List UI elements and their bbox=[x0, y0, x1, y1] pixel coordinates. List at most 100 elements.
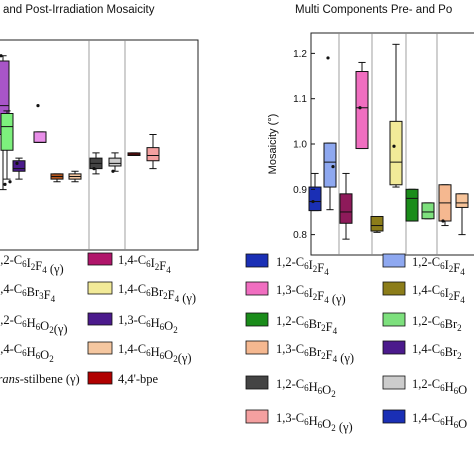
legend-right-item-10-swatch bbox=[382, 375, 406, 390]
legend-right-item-9: 1,2-C6H6O2 bbox=[245, 375, 336, 399]
legend-left-item-3: 1,4-C6Br3F4 bbox=[0, 282, 56, 304]
legend-left-item-6: 1,3-C6H6O2 bbox=[87, 312, 178, 335]
legend-right-item-7: 1,3-C6Br2F4 (γ) bbox=[245, 340, 354, 365]
legend-right-item-5: 1,2-C6Br2F4 bbox=[245, 312, 338, 336]
legend-right-item-2: 1,2-C6I2F4 bbox=[382, 253, 465, 277]
right-chart-title: Multi Components Pre- and Po bbox=[295, 4, 452, 16]
right-chart-box-5-body bbox=[370, 215, 384, 232]
right-chart-box-5 bbox=[370, 215, 384, 233]
right-chart-box-4-body bbox=[355, 71, 369, 150]
legend-left: 1,2-C6I2F4 (γ) 1,4-C6I2F4 1,4-C6Br3F4 1,4-C… bbox=[0, 252, 196, 386]
right-chart-box-10 bbox=[455, 193, 469, 236]
legend-right-item-9-swatch bbox=[245, 375, 269, 390]
right-chart-box-10-body bbox=[455, 193, 469, 208]
left-chart-title: and Post-Irradiation Mosaicity bbox=[3, 4, 155, 16]
right-chart-box-6-point-1 bbox=[392, 144, 396, 148]
legend-right-item-12: 1,4-C6H6O bbox=[382, 409, 467, 431]
legend-right-item-2-label: 1,2-C6I2F4 bbox=[412, 255, 465, 277]
right-y-tick-label-2: 1.1 bbox=[293, 94, 307, 105]
legend-right-item-7-label: 1,3-C6Br2F4 (γ) bbox=[276, 342, 354, 365]
right-chart-box-1-body bbox=[308, 186, 322, 212]
right-chart-box-6 bbox=[389, 43, 403, 188]
right-plot: 1.2 1.1 1.0 0.9 0.8 bbox=[293, 33, 469, 255]
right-chart-box-8 bbox=[421, 202, 435, 220]
legend-left-item-5: 1,2-C6H6O2(γ) bbox=[0, 313, 68, 336]
legend-left-item-1-label: 1,2-C6I2F4 (γ) bbox=[0, 253, 64, 276]
legend-left-item-2-swatch bbox=[87, 252, 113, 266]
right-chart-box-2-point-1 bbox=[326, 56, 330, 60]
legend-right-item-12-label: 1,4-C6H6O bbox=[412, 411, 467, 431]
right-chart-box-3-body bbox=[339, 193, 353, 224]
legend-right-item-3-swatch bbox=[245, 281, 269, 296]
left-chart-box-2-body bbox=[0, 113, 14, 151]
legend-right: 1,2-C6I2F4 1,2-C6I2F4 1,3-C6I2F4 (γ) 1,4-C6… bbox=[245, 253, 467, 434]
legend-right-item-6: 1,2-C6Br2 bbox=[382, 312, 462, 333]
left-chart-box-1-point-1 bbox=[0, 54, 3, 58]
right-chart-box-2 bbox=[323, 56, 337, 211]
right-chart-box-1-point-1 bbox=[311, 199, 315, 204]
right-chart-box-6-body bbox=[389, 120, 403, 186]
legend-right-item-4-label: 1,4-C6I2F4 bbox=[412, 283, 465, 305]
left-chart-box-5 bbox=[50, 173, 64, 183]
left-chart-box-8 bbox=[108, 152, 122, 173]
legend-left-item-6-label: 1,3-C6H6O2 bbox=[118, 313, 178, 335]
legend-left-item-9: trans-stilbene (γ) bbox=[0, 372, 80, 386]
legend-left-item-7-label: 1,4-C6H6O2 bbox=[0, 342, 54, 364]
legend-right-item-8-label: 1,4-C6Br2 bbox=[412, 342, 462, 361]
legend-right-item-5-swatch bbox=[245, 312, 269, 327]
left-chart-box-7-point-1 bbox=[92, 167, 96, 171]
legend-right-item-4-swatch bbox=[382, 281, 406, 296]
left-chart-box-3 bbox=[33, 104, 47, 143]
right-chart-box-7 bbox=[405, 188, 419, 222]
legend-left-item-4-label: 1,4-C6Br2F4 (γ) bbox=[118, 282, 196, 305]
legend-right-item-10: 1,2-C6H6O bbox=[382, 375, 467, 397]
left-chart-box-4-point-1 bbox=[15, 161, 19, 165]
left-chart-box-6 bbox=[68, 170, 82, 183]
left-chart-box-4-body bbox=[12, 160, 26, 172]
right-chart-box-7-body bbox=[405, 188, 419, 222]
legend-left-item-3-label: 1,4-C6Br3F4 bbox=[0, 282, 56, 304]
right-y-axis-label: Mosaicity (°) bbox=[267, 114, 279, 175]
legend-left-item-4-swatch bbox=[87, 281, 113, 295]
legend-right-item-4: 1,4-C6I2F4 bbox=[382, 281, 465, 305]
legend-left-item-8-swatch bbox=[87, 341, 113, 355]
right-chart-box-9-point-1 bbox=[441, 219, 445, 223]
legend-left-item-1: 1,2-C6I2F4 (γ) bbox=[0, 253, 64, 276]
legend-right-item-11-swatch bbox=[245, 409, 269, 424]
legend-left-item-10-swatch bbox=[87, 371, 113, 385]
legend-right-item-3: 1,3-C6I2F4 (γ) bbox=[245, 281, 346, 306]
right-y-tick-label-4: 0.9 bbox=[293, 185, 307, 196]
legend-right-item-8-swatch bbox=[382, 340, 406, 355]
legend-left-item-6-swatch bbox=[87, 312, 113, 326]
legend-left-item-8-label: 1,4-C6H6O2(γ) bbox=[118, 342, 192, 365]
left-chart-box-8-point-1 bbox=[111, 169, 115, 173]
legend-right-item-7-swatch bbox=[245, 340, 269, 355]
right-chart-box-2-body bbox=[323, 142, 337, 188]
legend-left-item-4: 1,4-C6Br2F4 (γ) bbox=[87, 281, 196, 305]
legend-right-item-2-swatch bbox=[382, 253, 406, 268]
right-chart-box-4-point-1 bbox=[358, 106, 362, 110]
legend-right-item-11: 1,3-C6H6O2 (γ) bbox=[245, 409, 353, 434]
left-chart-box-3-point-1 bbox=[36, 104, 40, 108]
legend-right-item-1: 1,2-C6I2F4 bbox=[245, 253, 329, 277]
left-chart-box-4 bbox=[12, 157, 26, 180]
left-chart-box-2-point-1 bbox=[3, 182, 7, 186]
legend-left-item-2: 1,4-C6I2F4 bbox=[87, 252, 171, 275]
left-chart-box-2 bbox=[0, 110, 14, 186]
right-chart-box-8-body bbox=[421, 202, 435, 220]
left-chart-box-8-body bbox=[108, 157, 122, 167]
legend-left-item-8: 1,4-C6H6O2(γ) bbox=[87, 341, 192, 365]
legend-left-item-9-label: trans-stilbene (γ) bbox=[0, 372, 80, 386]
legend-right-item-9-label: 1,2-C6H6O2 bbox=[276, 377, 336, 399]
legend-right-item-8: 1,4-C6Br2 bbox=[382, 340, 462, 361]
right-chart-box-4 bbox=[355, 61, 369, 150]
left-chart-box-10-body bbox=[146, 147, 160, 162]
legend-left-item-5-label: 1,2-C6H6O2(γ) bbox=[0, 313, 68, 336]
left-chart-box-10 bbox=[146, 134, 160, 170]
left-chart-box-2-point-2 bbox=[8, 180, 12, 184]
right-chart-box-1 bbox=[308, 172, 322, 212]
legend-right-item-1-label: 1,2-C6I2F4 bbox=[276, 255, 329, 277]
right-chart-box-3 bbox=[339, 172, 353, 240]
